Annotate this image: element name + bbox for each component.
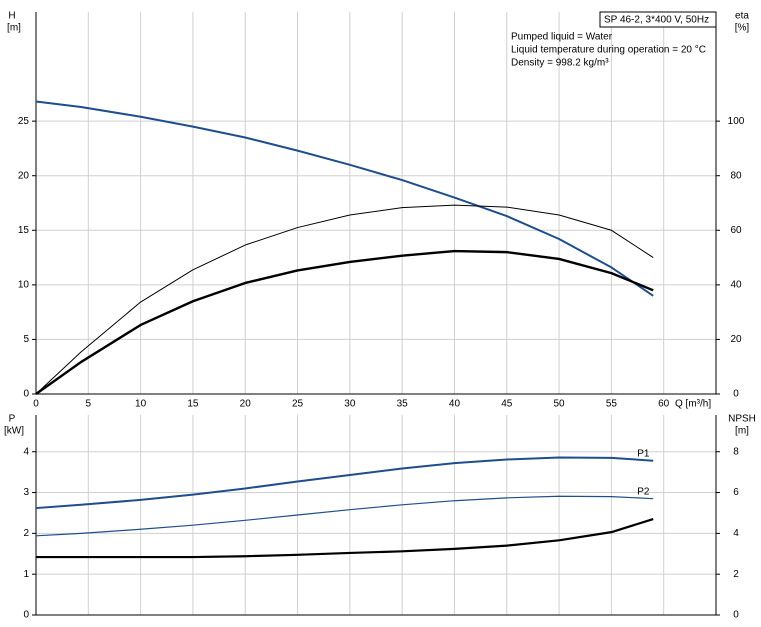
x-tick-label: 40 xyxy=(449,399,461,410)
y-tick-label: 5 xyxy=(23,334,29,345)
curve xyxy=(35,495,654,537)
y-axis-label: H xyxy=(8,11,15,22)
y2-tick-label: 40 xyxy=(730,279,742,290)
x-tick-label: 45 xyxy=(501,399,513,410)
y-tick-label: 2 xyxy=(23,528,29,539)
y2-tick-label: 8 xyxy=(733,446,739,457)
series-label: P2 xyxy=(637,486,650,497)
y2-axis-unit: [%] xyxy=(735,23,750,34)
series-label: P1 xyxy=(637,448,650,459)
curve xyxy=(35,100,654,297)
y2-tick-label: 100 xyxy=(728,116,745,127)
x-tick-label: 55 xyxy=(606,399,618,410)
y-tick-label: 25 xyxy=(18,116,30,127)
y2-tick-label: 20 xyxy=(730,334,742,345)
x-tick-label: 50 xyxy=(554,399,566,410)
y-tick-label: 10 xyxy=(18,279,30,290)
annotation: Pumped liquid = Water xyxy=(511,32,613,43)
y-tick-label: 0 xyxy=(23,389,29,400)
x-tick-label: 20 xyxy=(240,399,252,410)
x-tick-label: 10 xyxy=(135,399,147,410)
y2-tick-label: 80 xyxy=(730,170,742,181)
x-tick-label: 25 xyxy=(292,399,304,410)
x-tick-label: 5 xyxy=(86,399,92,410)
y-axis-unit: [kW] xyxy=(4,426,24,437)
x-tick-label: 30 xyxy=(344,399,356,410)
y2-tick-label: 4 xyxy=(733,528,739,539)
y-tick-label: 0 xyxy=(23,610,29,621)
y2-tick-label: 0 xyxy=(733,610,739,621)
y2-tick-label: 6 xyxy=(733,487,739,498)
x-axis-label: Q [m³/h] xyxy=(675,399,711,410)
y-tick-label: 3 xyxy=(23,487,29,498)
y2-tick-label: 0 xyxy=(733,389,739,400)
info-box-title: SP 46-2, 3*400 V, 50Hz xyxy=(604,15,709,26)
y-axis-unit: [m] xyxy=(7,23,21,34)
annotation: Density = 998.2 kg/m³ xyxy=(511,58,609,69)
info-box xyxy=(599,11,717,28)
y-tick-label: 15 xyxy=(18,225,30,236)
curve xyxy=(36,518,654,559)
y-tick-label: 4 xyxy=(23,446,29,457)
y2-axis-label: NPSH xyxy=(728,414,756,425)
annotation: Liquid temperature during operation = 20… xyxy=(511,45,706,56)
x-tick-label: 35 xyxy=(397,399,409,410)
y2-tick-label: 60 xyxy=(730,225,742,236)
curve xyxy=(35,456,654,510)
x-tick-label: 60 xyxy=(658,399,670,410)
y2-axis-unit: [m] xyxy=(735,426,749,437)
y2-tick-label: 2 xyxy=(733,569,739,580)
x-tick-label: 0 xyxy=(33,399,39,410)
curve xyxy=(35,249,654,395)
y2-axis-label: eta xyxy=(735,11,749,22)
y-axis-label: P xyxy=(9,414,16,425)
curve xyxy=(35,204,654,395)
y-tick-label: 20 xyxy=(18,170,30,181)
x-tick-label: 15 xyxy=(187,399,199,410)
y-tick-label: 1 xyxy=(23,569,29,580)
